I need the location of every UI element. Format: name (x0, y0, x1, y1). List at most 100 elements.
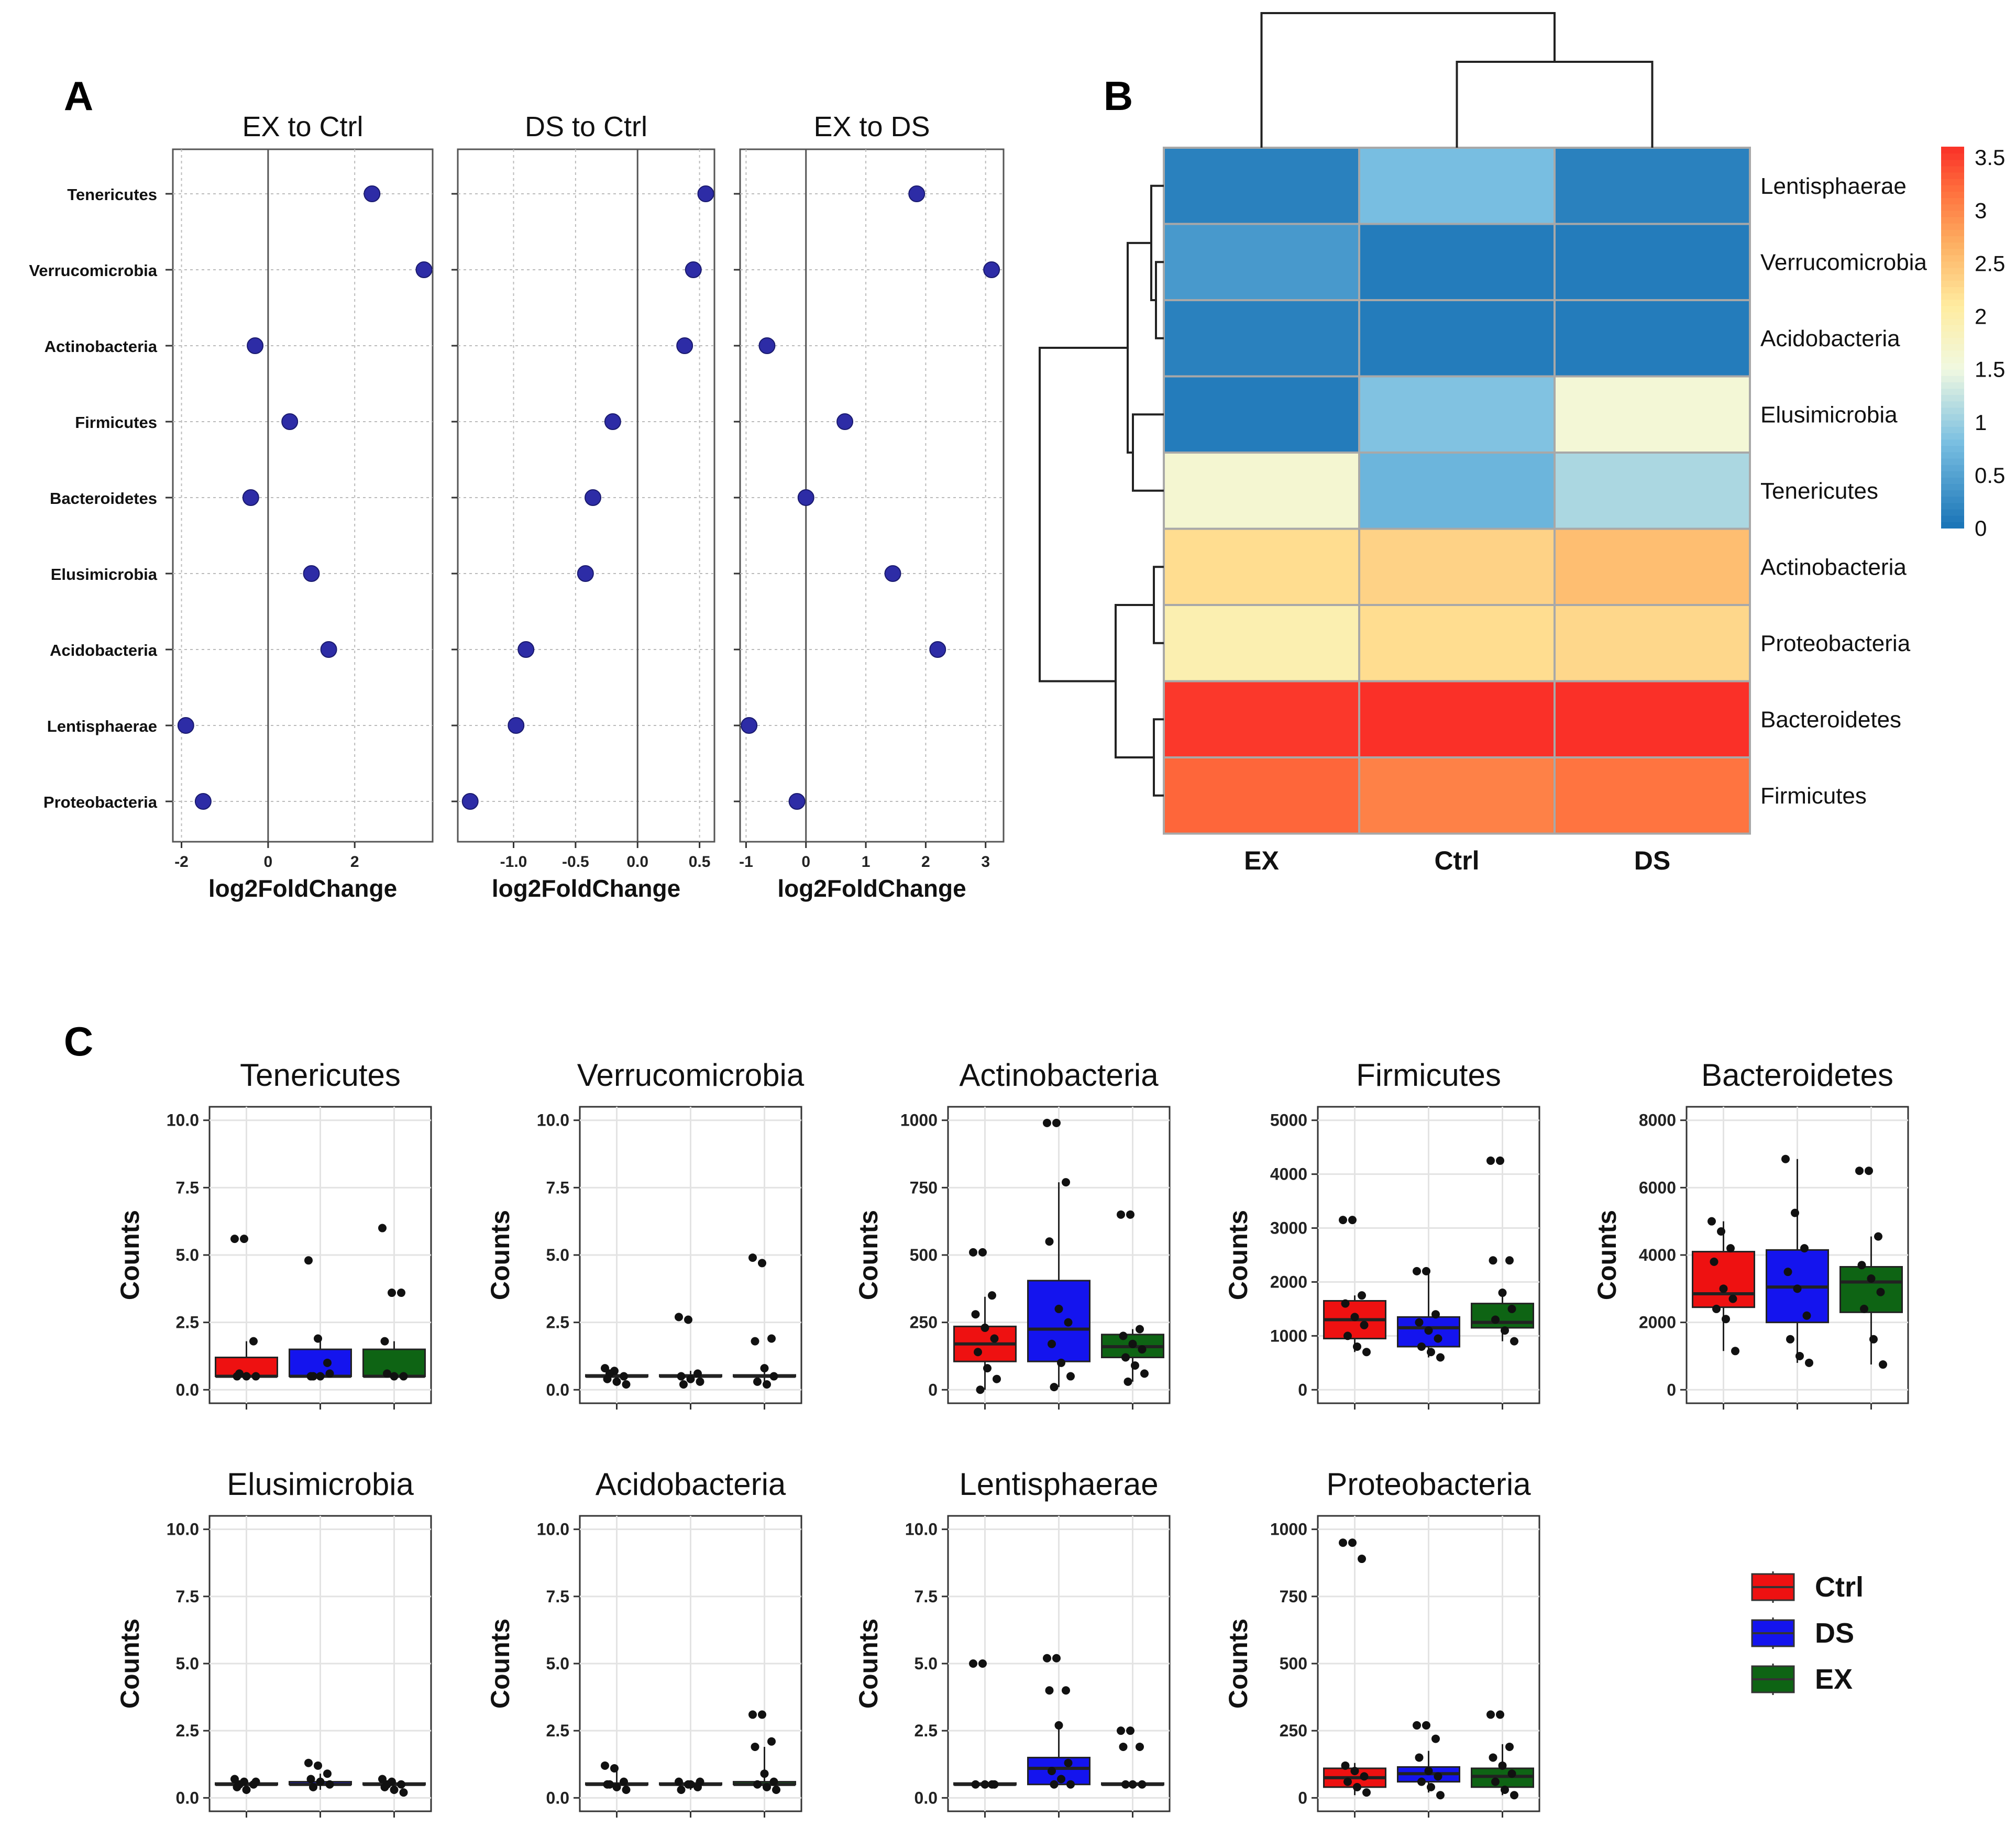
colorbar-segment (1941, 420, 1964, 427)
box-ex (1471, 1293, 1534, 1341)
colorbar-tick-label: 3.5 (1975, 145, 2005, 170)
data-point-ctrl (1360, 1772, 1369, 1781)
data-point-ctrl (978, 1659, 987, 1668)
row-label-elusimicrobia: Elusimicrobia (51, 565, 158, 584)
data-point-ex (1489, 1753, 1497, 1762)
data-point-ex (760, 1769, 769, 1778)
data-point-ex (1496, 1156, 1504, 1165)
data-point-ctrl (251, 1372, 260, 1381)
y-axis-label: Counts (486, 1210, 515, 1300)
data-point-ds (696, 1377, 704, 1386)
colorbar-segment (1941, 172, 1964, 179)
y-tick-label: 1000 (900, 1111, 938, 1130)
data-point-ds (1422, 1267, 1430, 1275)
data-point-ex (1874, 1232, 1882, 1241)
data-point-ctrl (1339, 1538, 1347, 1547)
data-point-ctrl (251, 1777, 260, 1786)
data-point-ex (1491, 1777, 1500, 1786)
row-label-tenericutes: Tenericutes (67, 185, 157, 204)
x-tick-label: 2 (350, 853, 359, 871)
colorbar-tick-label: 1.5 (1975, 357, 2005, 382)
x-tick-label: 1 (862, 853, 871, 871)
data-point-ex (399, 1788, 408, 1797)
data-point-ctrl (1350, 1313, 1359, 1322)
data-point-ds (1052, 1654, 1061, 1663)
subplot-frame (172, 148, 434, 843)
colorbar-segment (1941, 147, 1964, 154)
data-point-ex (1489, 1256, 1497, 1265)
row-label-bacteroidetes: Bacteroidetes (50, 489, 157, 508)
colorbar-segment (1941, 458, 1964, 465)
x-tick-label: 0.5 (689, 853, 711, 871)
plot-title: Firmicutes (1356, 1058, 1501, 1093)
data-point-ex (1855, 1166, 1864, 1175)
data-point-ds (1805, 1358, 1813, 1367)
data-point-ds (316, 1777, 325, 1786)
plot-title: Actinobacteria (959, 1058, 1159, 1093)
colorbar-segment (1941, 331, 1964, 338)
data-point-ds (675, 1313, 683, 1322)
cell-actinobacteria-ds (1554, 527, 1751, 606)
point-elusimicrobia (303, 565, 320, 582)
data-point-ds (323, 1769, 332, 1778)
colorbar-segment (1941, 197, 1964, 205)
colorbar-segment (1941, 210, 1964, 217)
colorbar-segment (1941, 166, 1964, 173)
point-proteobacteria (194, 793, 212, 810)
subplot-ex-to-ds: -1 0 1 2 3 EX to DS log2FoldChange (734, 111, 1005, 902)
data-point-ds (1427, 1782, 1435, 1791)
y-tick-label: 7.5 (176, 1587, 199, 1606)
data-point-ds (1054, 1304, 1063, 1313)
data-point-ex (1867, 1274, 1876, 1283)
row-label-lentisphaerae: Lentisphaerae (1760, 173, 1907, 199)
plot-title: Lentisphaerae (959, 1467, 1158, 1502)
subplot-title: EX to Ctrl (242, 111, 363, 142)
y-tick-label: 2.5 (546, 1313, 569, 1332)
box-ex (362, 1341, 426, 1378)
data-point-ds (679, 1380, 688, 1389)
legend-label-ds: DS (1815, 1617, 1854, 1649)
data-point-ctrl (1728, 1294, 1737, 1303)
y-tick-label: 750 (910, 1178, 938, 1197)
colorbar-segment (1941, 369, 1964, 376)
data-point-ds (1795, 1351, 1804, 1360)
data-point-ctrl (974, 1348, 982, 1357)
y-tick-label: 5.0 (176, 1654, 199, 1673)
data-point-ctrl (612, 1377, 621, 1386)
data-point-ctrl (971, 1310, 980, 1319)
data-point-ctrl (971, 1780, 980, 1789)
data-point-ex (1860, 1304, 1868, 1313)
data-point-ctrl (612, 1782, 621, 1791)
data-point-ds (1783, 1268, 1792, 1276)
y-tick-label: 2.5 (546, 1721, 569, 1740)
data-point-ctrl (1341, 1761, 1350, 1770)
data-point-ds (1057, 1358, 1065, 1367)
data-point-ds (1800, 1244, 1809, 1253)
point-proteobacteria (461, 793, 479, 810)
y-tick-label: 0 (1298, 1380, 1307, 1399)
data-point-ds (1413, 1721, 1421, 1730)
data-point-ex (763, 1782, 771, 1791)
colorbar-segment (1941, 509, 1964, 516)
point-lentisphaerae (508, 717, 525, 734)
panel-b-heatmap: Lentisphaerae Verrucomicrobia Acidobacteri… (1039, 12, 2005, 875)
data-point-ds (675, 1777, 683, 1786)
data-point-ds (1043, 1654, 1051, 1663)
y-tick-label: 7.5 (546, 1587, 569, 1606)
y-tick-label: 2.5 (915, 1721, 938, 1740)
data-point-ctrl (978, 1248, 987, 1257)
data-point-ds (1424, 1767, 1433, 1776)
data-point-ctrl (981, 1780, 989, 1789)
data-point-ds (309, 1782, 317, 1791)
data-point-ctrl (1362, 1788, 1371, 1797)
data-point-ds (1043, 1118, 1051, 1127)
colorbar-segment (1941, 477, 1964, 485)
data-point-ctrl (620, 1777, 628, 1786)
cell-elusimicrobia-ex (1163, 375, 1360, 454)
cell-bacteroidetes-ctrl (1358, 680, 1556, 758)
cell-proteobacteria-ds (1554, 604, 1751, 683)
data-point-ds (304, 1256, 313, 1265)
point-verrucomicrobia (983, 261, 1000, 278)
data-point-ex (1876, 1287, 1885, 1296)
